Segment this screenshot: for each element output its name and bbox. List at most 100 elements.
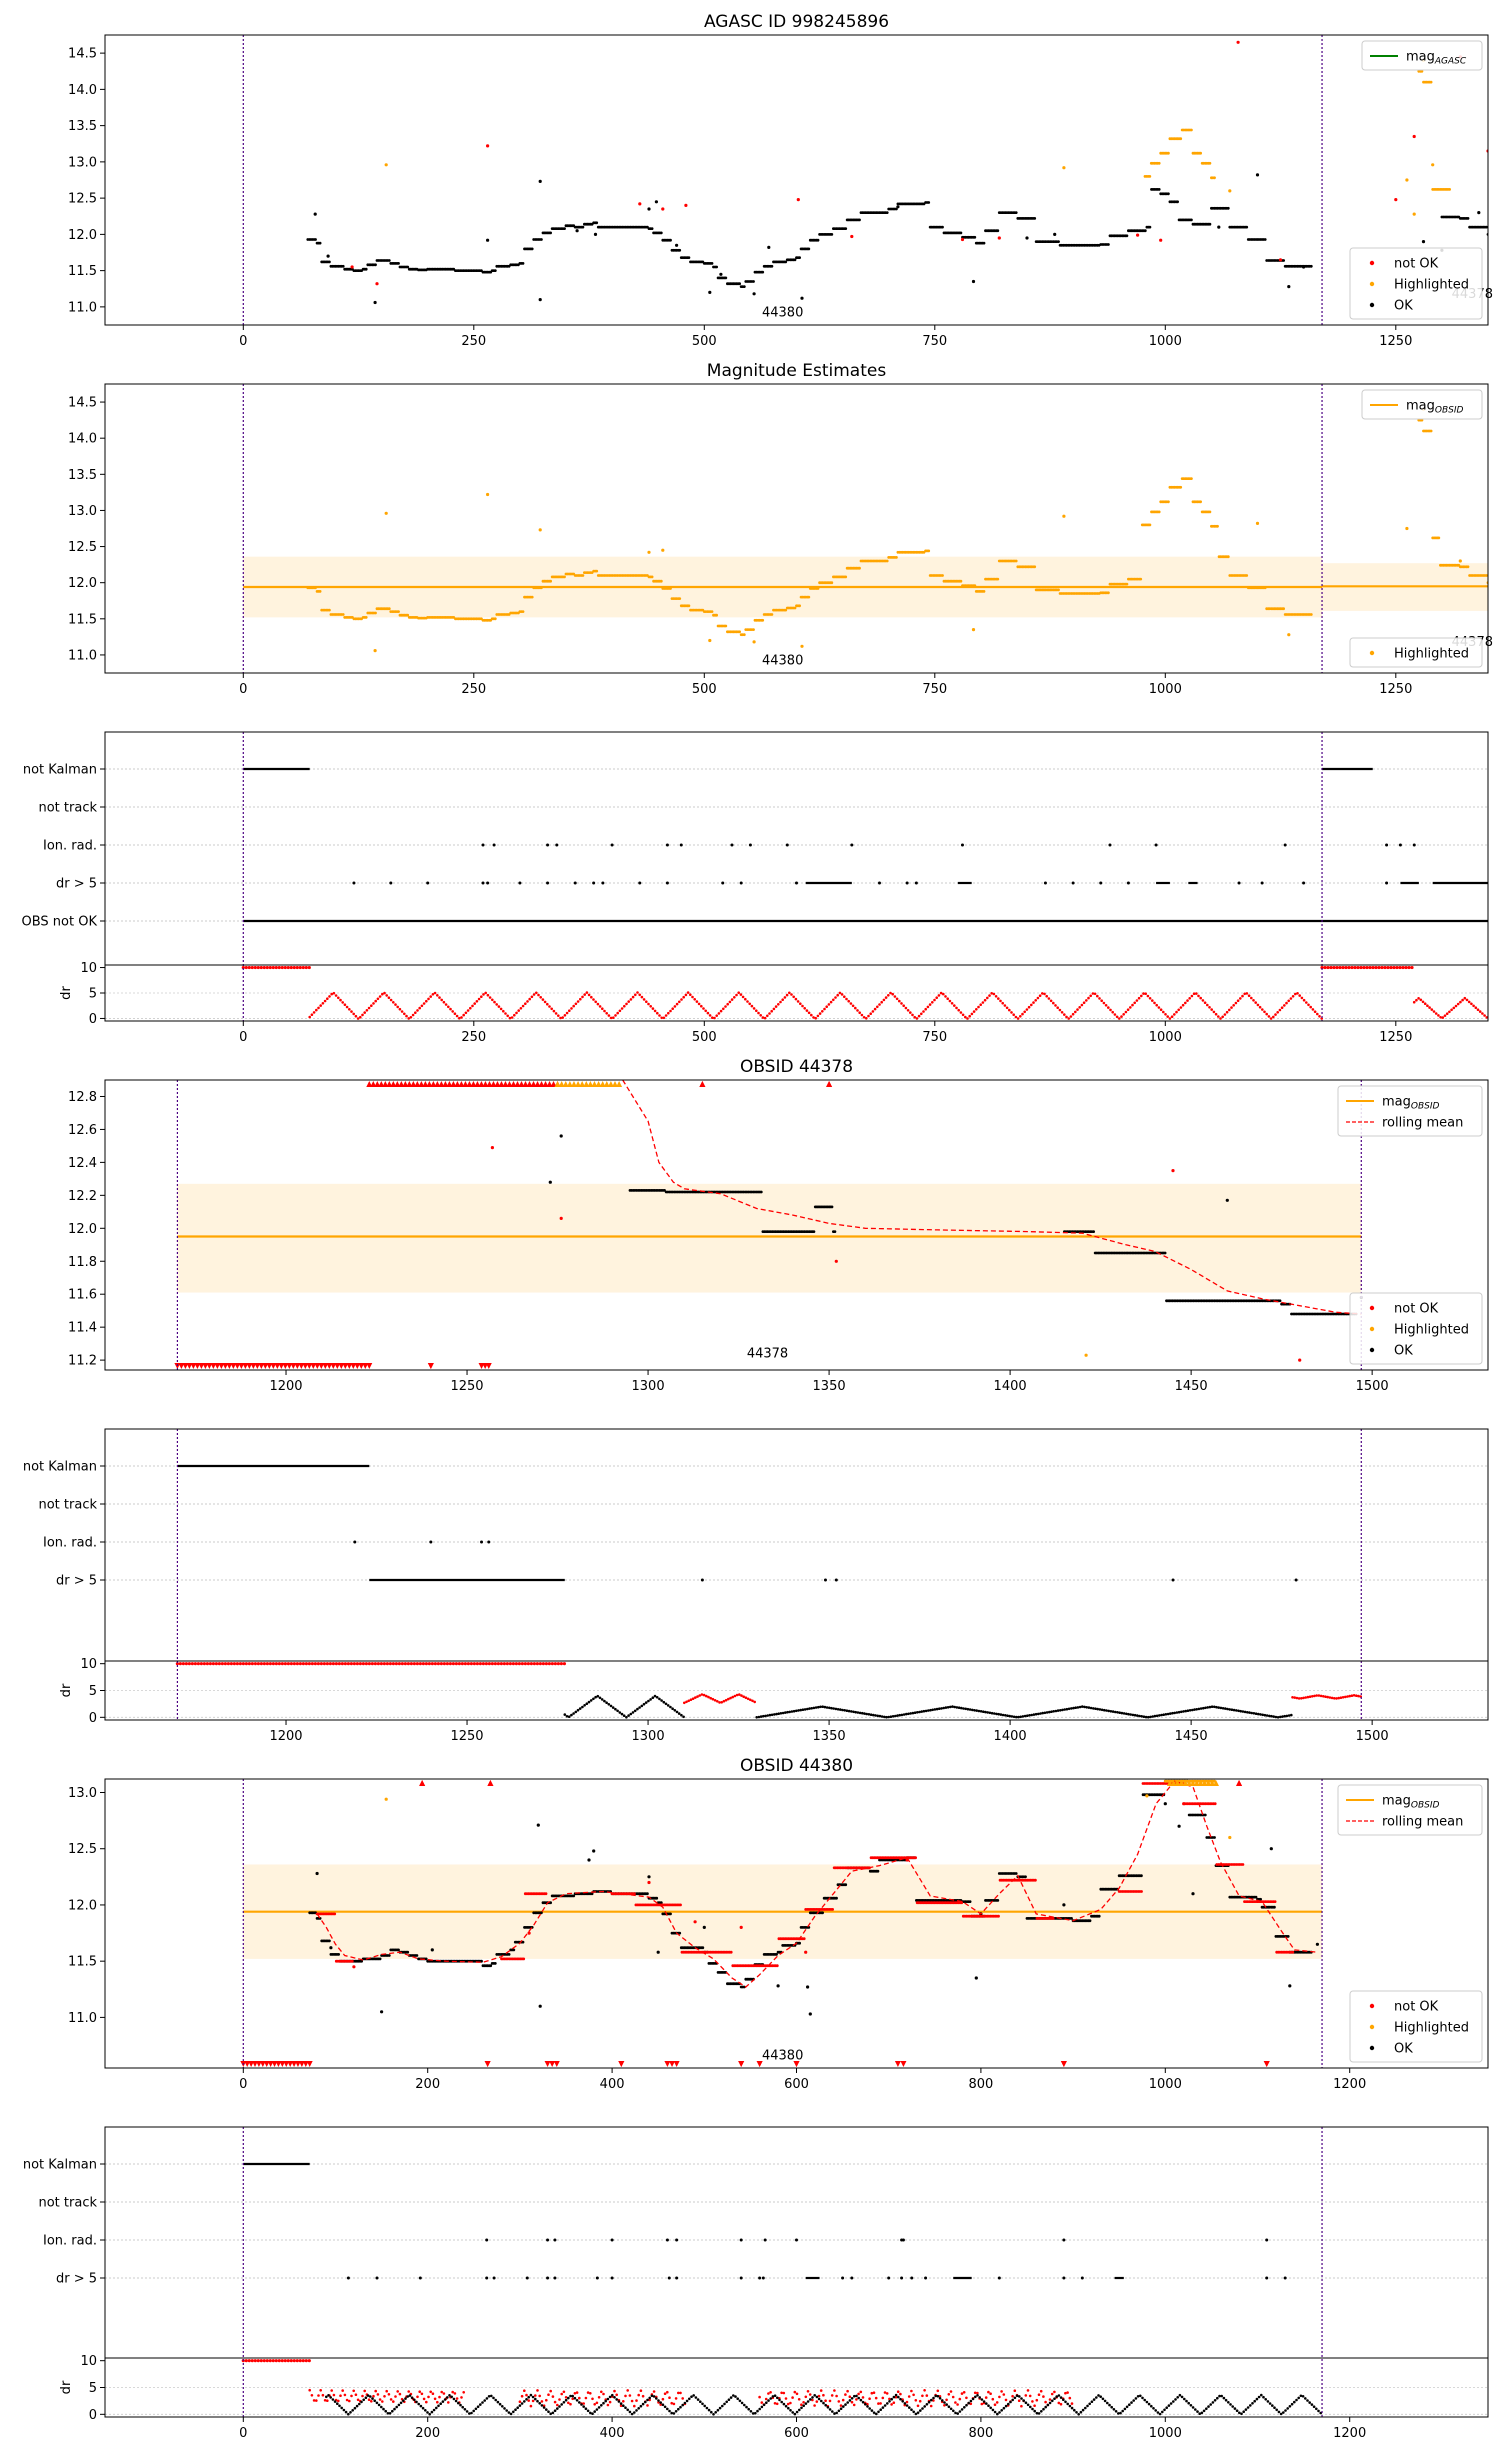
dr-point <box>1170 1015 1174 1018</box>
data-point <box>959 231 963 235</box>
data-point <box>800 296 804 300</box>
dr-point <box>1122 1013 1125 1016</box>
data-point <box>1062 166 1066 170</box>
dr-point <box>700 1004 703 1008</box>
dr-point <box>1054 1004 1057 1007</box>
data-point <box>1437 536 1441 540</box>
x-tick-label: 1300 <box>632 1379 665 1394</box>
data-point <box>742 285 746 288</box>
data-point <box>1213 176 1216 180</box>
dr-point <box>317 2394 320 2397</box>
dr-point <box>860 1013 864 1017</box>
x-tick-label: 500 <box>692 1030 717 1045</box>
clipped-marker <box>346 1363 353 1369</box>
dr-point <box>762 1714 765 1718</box>
dr-point <box>429 2390 433 2394</box>
dr-point <box>753 1700 756 1704</box>
dr-point <box>850 1710 853 1713</box>
dr-point <box>1300 1697 1303 1700</box>
data-point <box>1143 229 1147 233</box>
dr-point <box>310 2394 314 2397</box>
dr-point <box>1157 1006 1161 1009</box>
dr-point <box>935 996 938 999</box>
legend-label: rolling mean <box>1382 1116 1463 1131</box>
dr-point <box>1047 997 1051 1000</box>
dr-point <box>645 1000 648 1003</box>
dr-point <box>546 1002 549 1006</box>
data-point <box>850 234 854 239</box>
dr-point <box>838 991 842 995</box>
dr-point <box>1173 1013 1176 1016</box>
y-tick-label: 13.0 <box>68 504 97 519</box>
dr-point <box>1096 1707 1099 1711</box>
y-tick-label: 13.0 <box>68 155 97 170</box>
dr-point <box>453 1012 457 1015</box>
dr-point <box>629 998 633 1001</box>
dr-point <box>352 2389 356 2393</box>
dr-point <box>1329 965 1333 970</box>
clipped-marker <box>386 1081 393 1087</box>
dr-point <box>812 1016 815 1019</box>
dr-point <box>920 1012 923 1016</box>
dr-point <box>660 1699 663 1702</box>
dr-point <box>1323 965 1327 970</box>
dr-point <box>488 996 492 999</box>
dr-point <box>1175 1010 1178 1014</box>
dr-point <box>326 997 329 1000</box>
dr-point <box>828 1706 831 1710</box>
dr-point <box>1115 1015 1119 1019</box>
dr-point <box>1219 1017 1222 1020</box>
dr-point <box>1027 1005 1031 1009</box>
clipped-marker <box>262 1363 269 1369</box>
dr-point <box>339 2394 342 2397</box>
dr-point <box>1352 1694 1356 1697</box>
dr-point <box>691 1697 695 1700</box>
dr-point <box>217 1662 221 1666</box>
data-point <box>895 556 898 559</box>
flag-point <box>553 2238 557 2242</box>
clipped-marker <box>826 1081 833 1087</box>
dr-point <box>525 2393 528 2397</box>
data-point <box>1107 591 1110 595</box>
dr-point <box>1243 1710 1247 1714</box>
dr-point <box>1302 1696 1305 1700</box>
dr-point <box>576 1708 580 1712</box>
clipped-marker <box>238 1363 245 1369</box>
data-point <box>844 227 848 231</box>
dr-point <box>1407 965 1411 970</box>
dr-point <box>1219 1706 1223 1710</box>
dr-point <box>442 2392 446 2395</box>
data-point <box>1107 243 1110 246</box>
y-tick-label: 14.0 <box>68 432 97 447</box>
dr-point <box>1082 1001 1086 1004</box>
dr-point <box>731 1695 734 1699</box>
dr-point <box>1041 1711 1044 1715</box>
dr-point <box>757 1011 760 1015</box>
dr-point <box>640 1704 644 1708</box>
flag-point <box>546 843 550 847</box>
data-point <box>521 1940 525 1944</box>
dr-point <box>464 1011 468 1015</box>
dr-point <box>350 1010 353 1013</box>
dr-point <box>1078 1006 1081 1009</box>
dr-point <box>1074 1010 1077 1014</box>
dr-point <box>1254 1001 1257 1004</box>
dr-point <box>977 1709 981 1713</box>
dr-point <box>960 1706 963 1710</box>
clipped-marker <box>178 1363 185 1369</box>
data-point <box>575 229 579 233</box>
dr-point <box>1426 1004 1429 1007</box>
clipped-marker <box>442 1081 449 1087</box>
data-point <box>656 1950 660 1954</box>
data-point <box>1062 1903 1066 1907</box>
y-tick-label: 12.0 <box>68 576 97 591</box>
dr-point <box>1135 999 1139 1002</box>
flag-point <box>1385 843 1389 847</box>
dr-point <box>539 996 542 999</box>
data-point <box>798 604 801 608</box>
clipped-marker <box>378 1081 385 1087</box>
x-tick-label: 1000 <box>1149 682 1182 697</box>
dr-point <box>1171 1711 1174 1715</box>
dr-point <box>530 995 534 999</box>
x-tick-label: 1400 <box>994 1729 1027 1744</box>
